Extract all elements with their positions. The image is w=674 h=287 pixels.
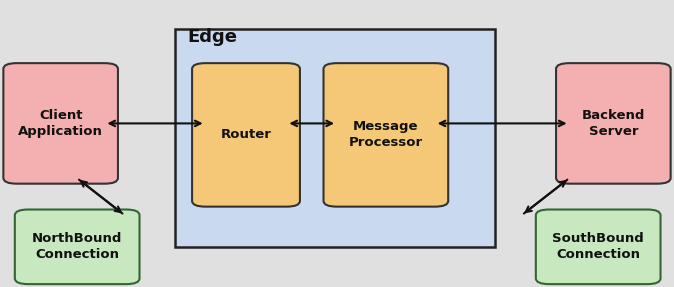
FancyBboxPatch shape: [324, 63, 448, 207]
FancyBboxPatch shape: [192, 63, 300, 207]
Text: Connection: Connection: [556, 248, 640, 261]
Text: Edge: Edge: [187, 28, 237, 46]
Text: Processor: Processor: [349, 136, 423, 149]
FancyBboxPatch shape: [536, 210, 661, 284]
Text: Router: Router: [220, 128, 272, 141]
Text: Application: Application: [18, 125, 103, 138]
Text: Backend: Backend: [582, 109, 645, 122]
Text: Message: Message: [353, 121, 419, 133]
Text: Server: Server: [588, 125, 638, 138]
Text: NorthBound: NorthBound: [32, 232, 123, 245]
Text: Client: Client: [39, 109, 82, 122]
FancyBboxPatch shape: [556, 63, 671, 184]
FancyBboxPatch shape: [175, 29, 495, 247]
Text: Connection: Connection: [35, 248, 119, 261]
Text: SouthBound: SouthBound: [552, 232, 644, 245]
FancyBboxPatch shape: [3, 63, 118, 184]
FancyBboxPatch shape: [15, 210, 140, 284]
